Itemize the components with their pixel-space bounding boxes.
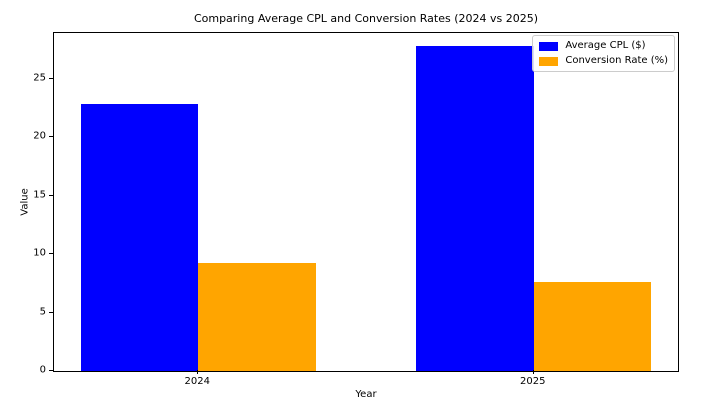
- bar-2025-average-cpl: [416, 46, 534, 371]
- x-axis-label: Year: [355, 389, 377, 400]
- xtick-label-2025: 2025: [520, 376, 546, 387]
- ytick-label-0: 0: [39, 364, 46, 376]
- bar-2024-conversion-rate: [198, 263, 316, 371]
- ytick-mark-0: [49, 370, 53, 371]
- bar-2024-average-cpl: [80, 104, 199, 371]
- y-axis-label: Value: [19, 188, 31, 216]
- legend: Average CPL ($) Conversion Rate (%): [532, 35, 675, 72]
- legend-swatch-conversion-rate: [539, 56, 559, 66]
- xtick-label-2024: 2024: [184, 376, 210, 387]
- bar-2025-conversion-rate: [533, 281, 652, 371]
- legend-item-conversion-rate: Conversion Rate (%): [539, 55, 668, 67]
- ytick-label-15: 15: [33, 189, 46, 201]
- legend-swatch-average-cpl: [539, 41, 559, 51]
- legend-label-conversion-rate: Conversion Rate (%): [565, 55, 668, 66]
- chart-title: Comparing Average CPL and Conversion Rat…: [193, 12, 539, 25]
- legend-label-average-cpl: Average CPL ($): [565, 40, 646, 51]
- ytick-label-20: 20: [33, 130, 46, 142]
- ytick-mark-5: [49, 311, 53, 313]
- ytick-mark-20: [49, 136, 53, 138]
- ytick-mark-25: [49, 77, 53, 79]
- ytick-label-10: 10: [33, 247, 46, 259]
- ytick-label-25: 25: [33, 72, 46, 84]
- ytick-mark-15: [49, 194, 53, 196]
- legend-item-average-cpl: Average CPL ($): [539, 40, 668, 52]
- xtick-mark-2024: [197, 370, 199, 374]
- xtick-mark-2025: [532, 370, 534, 374]
- ytick-mark-10: [49, 253, 53, 255]
- ytick-label-5: 5: [39, 306, 46, 318]
- plot-area: Average CPL ($) Conversion Rate (%): [53, 32, 679, 372]
